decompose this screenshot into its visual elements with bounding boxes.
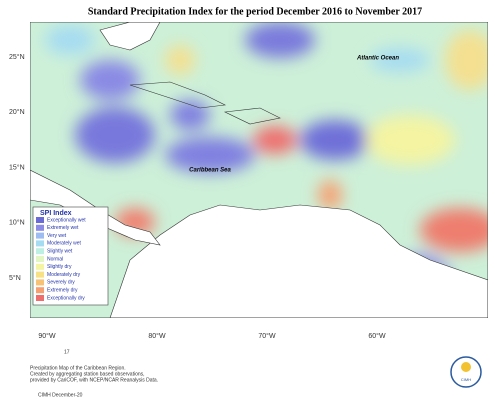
legend-label: Normal bbox=[47, 256, 63, 262]
footer-line: Created by aggregating station based obs… bbox=[30, 371, 145, 377]
page-number: 17 bbox=[64, 349, 70, 355]
logo-sun bbox=[461, 362, 471, 372]
legend-swatch bbox=[36, 224, 44, 231]
legend-swatch bbox=[36, 279, 44, 286]
legend-swatch bbox=[36, 217, 44, 223]
lon-label: 80°W bbox=[148, 332, 166, 340]
legend-swatch bbox=[36, 263, 44, 270]
legend-label: Exceptionally wet bbox=[47, 217, 86, 223]
lat-label: 10°N bbox=[9, 219, 25, 227]
lat-labels: 25°N 20°N 15°N 10°N 5°N bbox=[9, 53, 25, 282]
legend-swatch bbox=[36, 232, 44, 239]
lat-label: 20°N bbox=[9, 108, 25, 116]
legend-swatch bbox=[36, 240, 44, 247]
legend-label: Extremely wet bbox=[47, 225, 79, 231]
lat-label: 5°N bbox=[9, 274, 21, 282]
lon-label: 90°W bbox=[38, 332, 56, 340]
legend-label: Slightly wet bbox=[47, 249, 73, 255]
ocean-label: Atlantic Ocean bbox=[356, 56, 399, 62]
legend-swatch bbox=[36, 271, 44, 278]
footer: Precipitation Map of the Caribbean Regio… bbox=[30, 365, 158, 383]
legend-label: Extremely dry bbox=[47, 288, 78, 294]
legend-label: Moderately wet bbox=[47, 241, 82, 247]
lon-label: 70°W bbox=[258, 332, 276, 340]
legend-swatch bbox=[36, 287, 44, 294]
credit: CIMH December-20 bbox=[38, 392, 83, 398]
legend-label: Severely dry bbox=[47, 280, 75, 286]
legend-title: SPI Index bbox=[40, 210, 72, 217]
lat-label: 15°N bbox=[9, 163, 25, 171]
legend-label: Slightly dry bbox=[47, 264, 72, 270]
legend: SPI Index Exceptionally wet Extremely wet… bbox=[32, 206, 109, 306]
footer-line: provided by CariCOF, with NCEP/NCAR Rean… bbox=[30, 377, 158, 383]
legend-label: Exceptionally dry bbox=[47, 295, 85, 301]
lon-labels: 90°W 80°W 70°W 60°W bbox=[38, 332, 386, 340]
legend-label: Very wet bbox=[47, 233, 67, 239]
ocean-label: Caribbean Sea bbox=[189, 168, 231, 174]
title: Standard Precipitation Index for the per… bbox=[88, 6, 422, 17]
logo-text: CIMH bbox=[461, 377, 471, 382]
legend-swatch bbox=[36, 256, 44, 262]
legend-swatch bbox=[36, 248, 44, 255]
lon-label: 60°W bbox=[368, 332, 386, 340]
legend-label: Moderately dry bbox=[47, 272, 81, 278]
lat-label: 25°N bbox=[9, 53, 25, 61]
footer-line: Precipitation Map of the Caribbean Regio… bbox=[30, 365, 126, 371]
legend-swatch bbox=[36, 295, 44, 301]
